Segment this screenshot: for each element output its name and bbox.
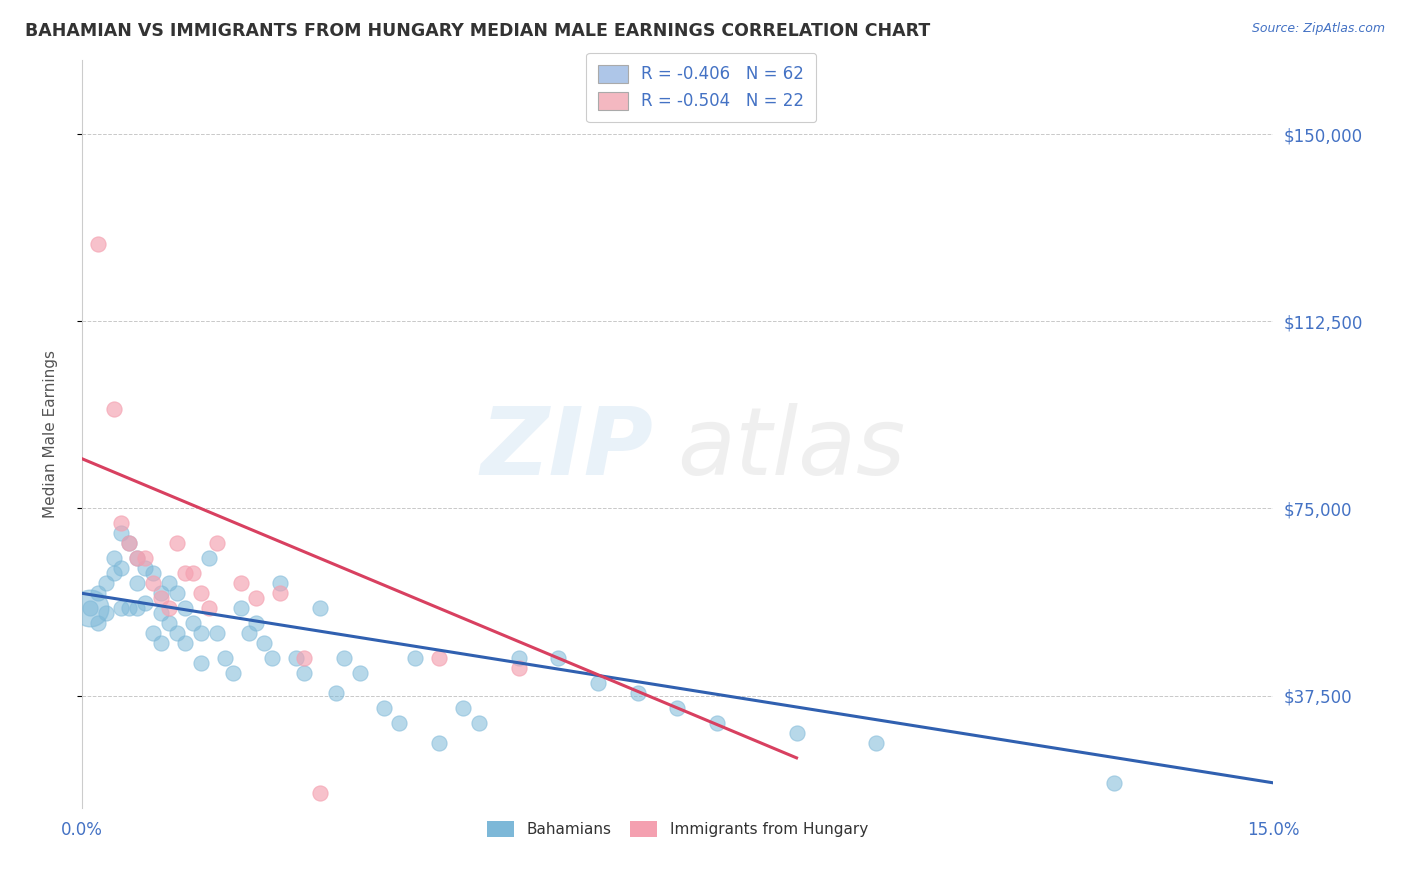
Text: atlas: atlas: [678, 403, 905, 494]
Point: [190, 656, 212, 670]
Point: [229, 601, 252, 615]
Point: [166, 536, 188, 550]
Point: [134, 561, 156, 575]
Point: [586, 676, 609, 690]
Legend: Bahamians, Immigrants from Hungary: Bahamians, Immigrants from Hungary: [479, 814, 876, 845]
Point: [262, 651, 284, 665]
Point: [103, 551, 125, 566]
Point: [865, 736, 887, 750]
Point: [86, 237, 108, 252]
Text: BAHAMIAN VS IMMIGRANTS FROM HUNGARY MEDIAN MALE EARNINGS CORRELATION CHART: BAHAMIAN VS IMMIGRANTS FROM HUNGARY MEDI…: [25, 22, 931, 40]
Point: [134, 596, 156, 610]
Point: [142, 566, 165, 581]
Point: [309, 601, 332, 615]
Point: [157, 601, 180, 615]
Point: [238, 626, 260, 640]
Point: [166, 586, 188, 600]
Point: [110, 516, 132, 531]
Point: [269, 586, 291, 600]
Point: [110, 601, 132, 615]
Point: [547, 651, 569, 665]
Point: [427, 651, 450, 665]
Point: [245, 616, 267, 631]
Point: [110, 561, 132, 575]
Point: [292, 651, 315, 665]
Point: [127, 551, 149, 566]
Point: [253, 636, 276, 650]
Point: [181, 566, 204, 581]
Point: [94, 606, 117, 620]
Point: [285, 651, 308, 665]
Point: [1102, 776, 1125, 790]
Point: [214, 651, 236, 665]
Point: [468, 715, 491, 730]
Point: [190, 626, 212, 640]
Point: [388, 715, 411, 730]
Point: [427, 736, 450, 750]
Point: [142, 576, 165, 591]
Point: [666, 701, 689, 715]
Point: [373, 701, 395, 715]
Point: [79, 601, 101, 615]
Point: [221, 666, 243, 681]
Point: [292, 666, 315, 681]
Point: [174, 636, 197, 650]
Text: ZIP: ZIP: [481, 402, 654, 495]
Point: [627, 686, 650, 700]
Point: [205, 536, 228, 550]
Point: [325, 686, 347, 700]
Point: [190, 586, 212, 600]
Point: [245, 591, 267, 606]
Point: [404, 651, 426, 665]
Point: [142, 626, 165, 640]
Point: [103, 401, 125, 416]
Point: [86, 616, 108, 631]
Point: [94, 576, 117, 591]
Point: [157, 576, 180, 591]
Point: [150, 591, 173, 606]
Point: [110, 526, 132, 541]
Point: [508, 661, 530, 675]
Point: [198, 601, 221, 615]
Point: [309, 786, 332, 800]
Point: [118, 536, 141, 550]
Point: [118, 601, 141, 615]
Point: [150, 586, 173, 600]
Point: [86, 586, 108, 600]
Point: [205, 626, 228, 640]
Point: [79, 601, 101, 615]
Point: [229, 576, 252, 591]
Text: Source: ZipAtlas.com: Source: ZipAtlas.com: [1251, 22, 1385, 36]
Point: [181, 616, 204, 631]
Point: [127, 601, 149, 615]
Point: [127, 551, 149, 566]
Point: [508, 651, 530, 665]
Point: [157, 616, 180, 631]
Point: [127, 576, 149, 591]
Point: [349, 666, 371, 681]
Point: [198, 551, 221, 566]
Point: [103, 566, 125, 581]
Point: [451, 701, 474, 715]
Point: [786, 726, 808, 740]
Point: [150, 606, 173, 620]
Point: [166, 626, 188, 640]
Point: [333, 651, 356, 665]
Point: [269, 576, 291, 591]
Point: [150, 636, 173, 650]
Point: [174, 601, 197, 615]
Point: [134, 551, 156, 566]
Point: [706, 715, 728, 730]
Y-axis label: Median Male Earnings: Median Male Earnings: [44, 350, 58, 517]
Point: [174, 566, 197, 581]
Point: [118, 536, 141, 550]
